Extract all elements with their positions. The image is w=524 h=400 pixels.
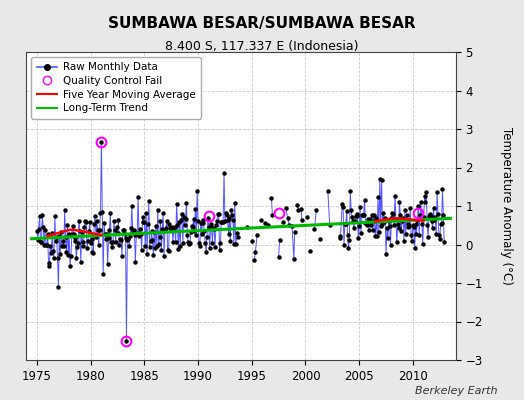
Legend: Raw Monthly Data, Quality Control Fail, Five Year Moving Average, Long-Term Tren: Raw Monthly Data, Quality Control Fail, …	[31, 57, 201, 118]
Text: Berkeley Earth: Berkeley Earth	[416, 386, 498, 396]
Y-axis label: Temperature Anomaly (°C): Temperature Anomaly (°C)	[500, 127, 512, 285]
Text: 8.400 S, 117.337 E (Indonesia): 8.400 S, 117.337 E (Indonesia)	[165, 40, 359, 53]
Text: SUMBAWA BESAR/SUMBAWA BESAR: SUMBAWA BESAR/SUMBAWA BESAR	[108, 16, 416, 31]
